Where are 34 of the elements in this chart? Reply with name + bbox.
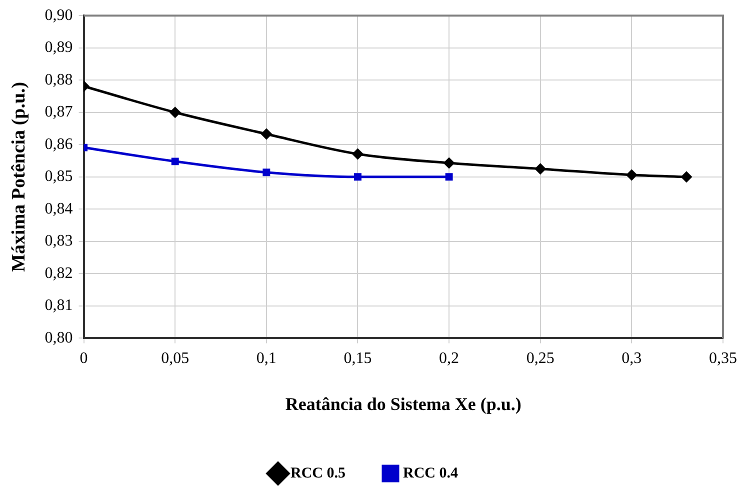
y-tick-label: 0,80 [44,329,73,346]
legend-label: RCC 0.5 [290,465,346,482]
x-tick-label: 0,35 [709,350,737,368]
point [261,128,272,140]
x-axis-title: Reatância do Sistema Xe (p.u.) [285,394,522,414]
y-tick-label: 0,81 [44,297,73,314]
y-tick-label: 0,87 [44,104,73,121]
legend-label: RCC 0.4 [403,465,458,482]
y-axis-title: Máxima Potência (p.u.) [8,82,30,272]
y-tick-label: 0,82 [44,264,73,282]
x-tick-label: 0,3 [622,350,642,368]
y-tick-label: 0,83 [44,232,73,250]
y-tick-label: 0,89 [44,39,73,56]
point [626,170,637,180]
point [681,172,692,182]
x-tick-label: 0,05 [161,350,190,368]
x-tick-label: 0,1 [256,350,276,368]
y-tick-label: 0,86 [44,136,73,153]
x-tick-label: 0,15 [344,350,372,368]
y-tick-label: 0,84 [44,200,73,218]
x-tick-label: 0,2 [439,350,460,368]
y-tick-label: 0,85 [44,168,73,186]
y-tick-label: 0,88 [44,71,73,88]
point [354,173,362,181]
point [444,158,454,168]
point [171,158,179,166]
y-tick-label: 0,90 [44,6,73,24]
point [352,148,363,160]
point [445,173,453,181]
x-tick-label: 0 [80,350,88,368]
point [170,107,180,118]
x-tick-label: 0,25 [526,350,554,368]
point [535,164,546,174]
point [262,168,270,176]
